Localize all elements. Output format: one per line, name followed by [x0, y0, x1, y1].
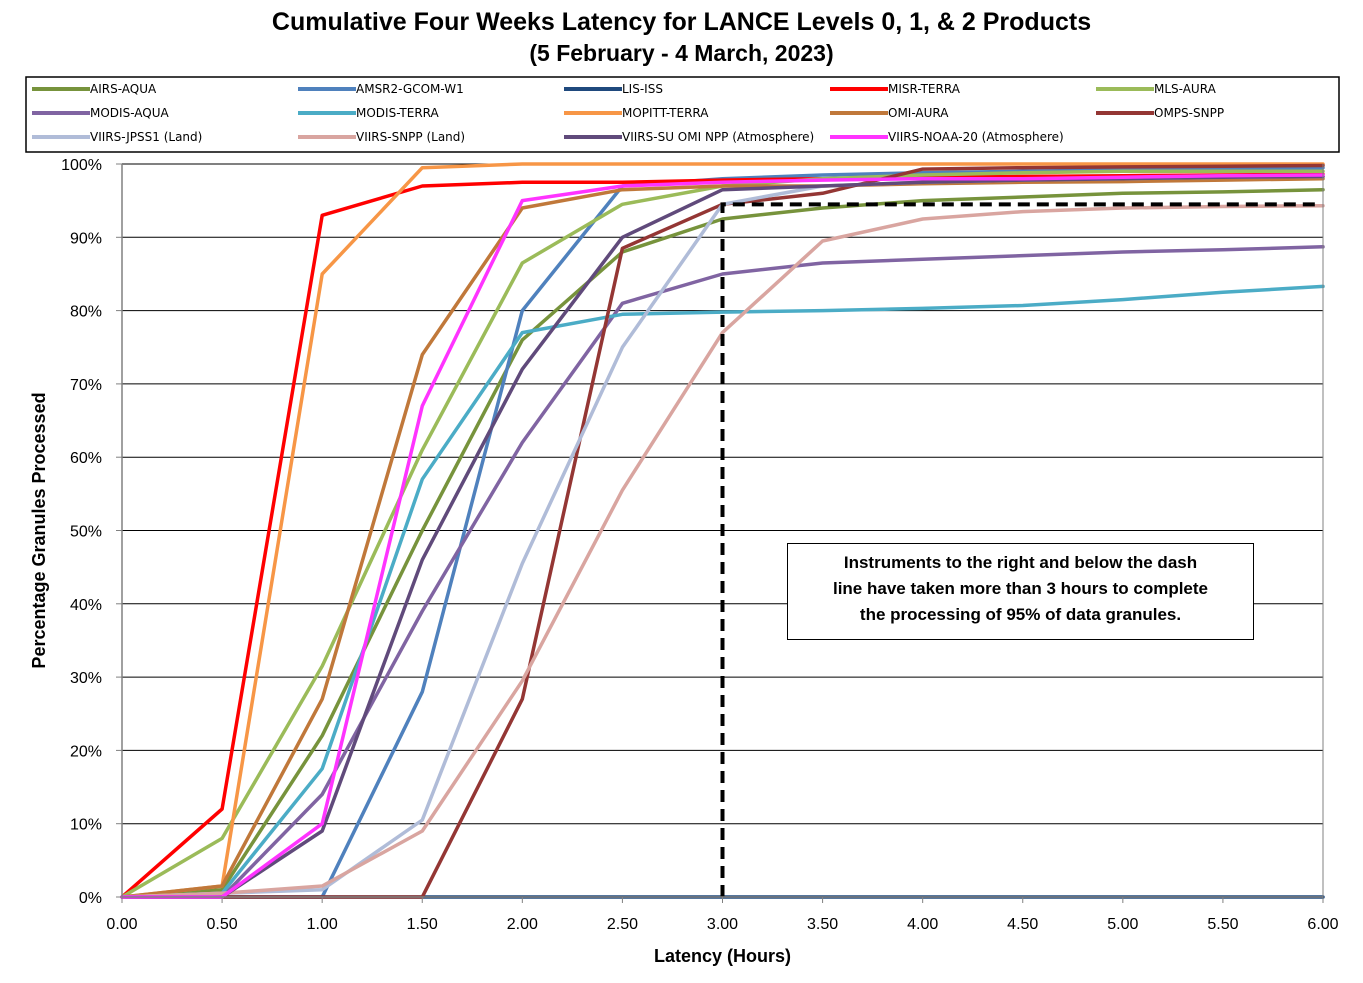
x-tick-label: 0.00 [106, 916, 137, 933]
annotation-box: Instruments to the right and below the d… [787, 543, 1254, 640]
x-tick-label: 5.00 [1107, 916, 1138, 933]
x-tick-label: 0.50 [207, 916, 238, 933]
y-tick-label: 20% [70, 743, 102, 760]
legend-label: VIIRS-JPSS1 (Land) [90, 130, 202, 144]
y-tick-label: 60% [70, 450, 102, 467]
series-viirs-snpp-land [120, 204, 1325, 899]
annotation-line-1: Instruments to the right and below the d… [843, 553, 1198, 572]
legend-label: MLS-AURA [1154, 82, 1217, 96]
legend-label: MODIS-AQUA [90, 106, 169, 120]
y-tick-label: 0% [79, 890, 102, 907]
legend-label: MISR-TERRA [888, 82, 961, 96]
legend: AIRS-AQUA AMSR2-GCOM-W1 LIS-ISS MISR-TERRA M… [25, 76, 1340, 153]
series-mopitt-terra [120, 162, 1325, 899]
legend-label: VIIRS-NOAA-20 (Atmosphere) [888, 130, 1064, 144]
x-tick-label: 2.00 [507, 916, 538, 933]
y-tick-label: 30% [70, 670, 102, 687]
y-tick-label: 80% [70, 304, 102, 321]
x-tick-label: 2.50 [607, 916, 638, 933]
legend-label: VIIRS-SU OMI NPP (Atmosphere) [622, 130, 814, 144]
x-tick-label: 1.50 [407, 916, 438, 933]
annotation-line-2: line have taken more than 3 hours to com… [832, 579, 1209, 598]
x-tick-label: 6.00 [1307, 916, 1338, 933]
y-tick-label: 70% [70, 377, 102, 394]
x-tick-label: 3.00 [707, 916, 738, 933]
x-tick-label: 3.50 [807, 916, 838, 933]
y-tick-label: 40% [70, 597, 102, 614]
y-tick-label: 50% [70, 524, 102, 541]
legend-label: MODIS-TERRA [356, 106, 440, 120]
legend-label: MOPITT-TERRA [622, 106, 709, 120]
x-tick-label: 5.50 [1207, 916, 1238, 933]
x-tick-label: 4.50 [1007, 916, 1038, 933]
x-tick-label: 1.00 [307, 916, 338, 933]
series-omi-aura [120, 176, 1325, 899]
legend-label: VIIRS-SNPP (Land) [356, 130, 465, 144]
annotation-line-3: the processing of 95% of data granules. [859, 605, 1182, 624]
axes: 0% 10% 20% 30% 40% 50% 60% 70% 80% 90% 100% 0.00 0.5… [29, 157, 1339, 966]
legend-label: OMI-AURA [888, 106, 949, 120]
chart-title: Cumulative Four Weeks Latency for LANCE … [271, 8, 1092, 36]
series-airs-aqua [120, 187, 1325, 899]
threshold-line [720, 202, 1321, 897]
series-omps-snpp [120, 163, 1325, 899]
series-modis-aqua [120, 245, 1325, 899]
y-tick-label: 100% [61, 157, 102, 174]
series-viirs-noaa-20-atmosphere [120, 173, 1325, 899]
y-tick-label: 10% [70, 817, 102, 834]
legend-label: AMSR2-GCOM-W1 [356, 82, 464, 96]
chart-subtitle: (5 February - 4 March, 2023) [529, 40, 834, 66]
y-axis-title: Percentage Granules Processed [29, 392, 49, 668]
series-modis-terra [120, 284, 1325, 899]
threshold-dashed-line [720, 202, 1321, 897]
x-tick-label: 4.00 [907, 916, 938, 933]
legend-label: LIS-ISS [622, 82, 663, 96]
x-axis-title: Latency (Hours) [654, 946, 791, 966]
legend-label: OMPS-SNPP [1154, 106, 1224, 120]
legend-label: AIRS-AQUA [90, 82, 157, 96]
y-tick-label: 90% [70, 230, 102, 247]
